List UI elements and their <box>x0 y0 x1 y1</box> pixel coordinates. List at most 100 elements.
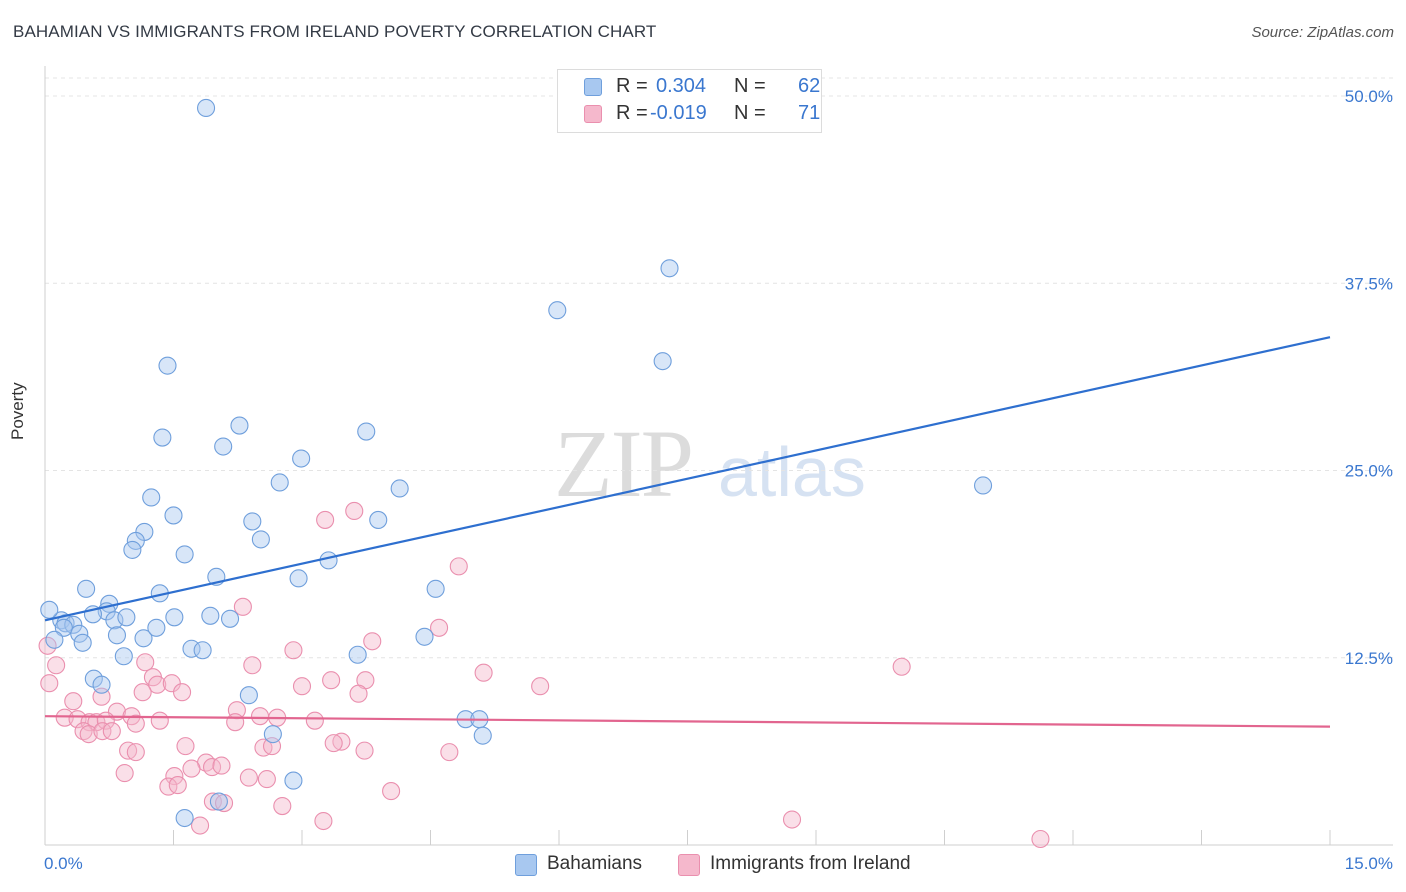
legend-n-label: N = <box>734 102 766 124</box>
bahamian-point <box>214 437 233 456</box>
ireland-point <box>93 722 112 741</box>
ireland-point <box>239 768 258 787</box>
bahamian-point <box>165 608 184 627</box>
bahamian-point <box>175 545 194 564</box>
watermark-atlas: atlas <box>718 433 866 511</box>
legend-r-label: R = <box>616 75 648 97</box>
legend-label-bahamians: Bahamians <box>547 853 643 874</box>
ireland-point <box>382 782 401 801</box>
ireland-point <box>47 656 66 675</box>
bahamian-point <box>292 449 311 468</box>
bahamian-point <box>142 488 161 507</box>
bahamian-point <box>473 726 492 745</box>
bahamian-point <box>105 611 124 630</box>
bahamian-point <box>134 629 153 648</box>
ireland-point <box>126 714 145 733</box>
bahamian-point <box>107 626 127 645</box>
ireland-point <box>324 734 343 753</box>
bahamian-point <box>230 416 249 435</box>
ireland-point <box>314 811 333 831</box>
ireland-point <box>440 743 459 762</box>
ireland-point <box>250 707 270 726</box>
x-tick-label: 0.0% <box>44 854 83 873</box>
ireland-point <box>148 675 167 694</box>
bahamian-trend-line <box>44 336 1331 622</box>
ireland-point <box>162 674 181 693</box>
bahamian-point <box>164 506 183 525</box>
bahamian-point <box>209 792 228 811</box>
ireland-points <box>38 501 1050 849</box>
bahamian-point <box>243 512 262 531</box>
bahamian-point <box>653 352 672 371</box>
bahamian-point <box>158 356 177 375</box>
ireland-point <box>363 632 382 651</box>
ireland-point <box>150 711 169 730</box>
bahamian-point <box>117 608 136 627</box>
bahamian-point <box>54 618 73 637</box>
bahamian-point <box>284 771 303 790</box>
legend-label-ireland: Immigrants from Ireland <box>710 853 911 874</box>
trend-lines <box>44 336 1331 728</box>
ireland-point <box>305 711 324 730</box>
legend-n-value: 71 <box>798 102 821 124</box>
chart-title: BAHAMIAN VS IMMIGRANTS FROM IRELAND POVE… <box>13 22 657 41</box>
ireland-point <box>203 758 222 777</box>
bahamian-point <box>147 618 166 637</box>
bahamian-point <box>289 569 308 588</box>
ireland-point <box>345 501 364 520</box>
bahamian-points <box>40 98 993 828</box>
axes <box>44 66 1393 846</box>
ireland-point <box>64 692 83 711</box>
bahamian-point <box>426 579 445 598</box>
bahamian-point <box>251 530 270 549</box>
ireland-point <box>133 683 152 702</box>
y-tick-label: 37.5% <box>1345 274 1393 293</box>
ireland-point <box>233 597 252 616</box>
ireland-point <box>79 725 98 744</box>
bahamian-point <box>114 647 133 666</box>
bahamian-point <box>548 301 567 320</box>
ireland-point <box>40 674 59 693</box>
ireland-point <box>531 677 550 696</box>
ireland-point <box>349 684 368 703</box>
ireland-point <box>168 776 187 795</box>
ireland-point <box>119 741 138 760</box>
bahamian-point <box>390 479 409 498</box>
bahamian-point <box>973 476 993 495</box>
ireland-point <box>257 770 276 789</box>
ireland-point <box>74 722 93 741</box>
ireland-point <box>126 743 145 762</box>
ireland-point <box>284 641 303 660</box>
legend-r-value: -0.019 <box>650 102 707 124</box>
y-tick-label: 50.0% <box>1345 87 1393 106</box>
ireland-point <box>243 656 262 675</box>
bahamian-point <box>45 630 64 649</box>
correlation-legend: R = 0.304 N = 62 R = -0.019 N = 71 <box>557 69 822 133</box>
ireland-point <box>159 777 178 796</box>
bahamian-point <box>263 725 282 744</box>
ireland-point <box>474 663 493 682</box>
bahamian-point <box>73 633 92 652</box>
ireland-point <box>316 510 335 529</box>
ireland-point <box>782 810 802 829</box>
ireland-point <box>68 710 87 729</box>
bahamian-point <box>197 98 216 118</box>
legend-n-value: 62 <box>798 75 821 97</box>
legend-r-label: R = <box>616 102 648 124</box>
ireland-point <box>1031 829 1050 849</box>
bahamian-point <box>175 808 194 828</box>
ireland-point <box>226 713 245 732</box>
legend-r-value: 0.304 <box>656 75 707 97</box>
bahamian-point <box>77 579 96 598</box>
bahamian-point <box>153 428 172 447</box>
ireland-point <box>191 816 210 835</box>
legend-n-label: N = <box>734 75 766 97</box>
x-tick-label: 15.0% <box>1345 854 1393 873</box>
y-tick-label: 25.0% <box>1345 462 1393 481</box>
bahamian-point <box>415 627 434 646</box>
bahamian-point <box>220 609 240 628</box>
legend-swatch-pink <box>584 105 602 123</box>
ireland-point <box>332 732 351 751</box>
bahamian-point <box>369 510 388 529</box>
